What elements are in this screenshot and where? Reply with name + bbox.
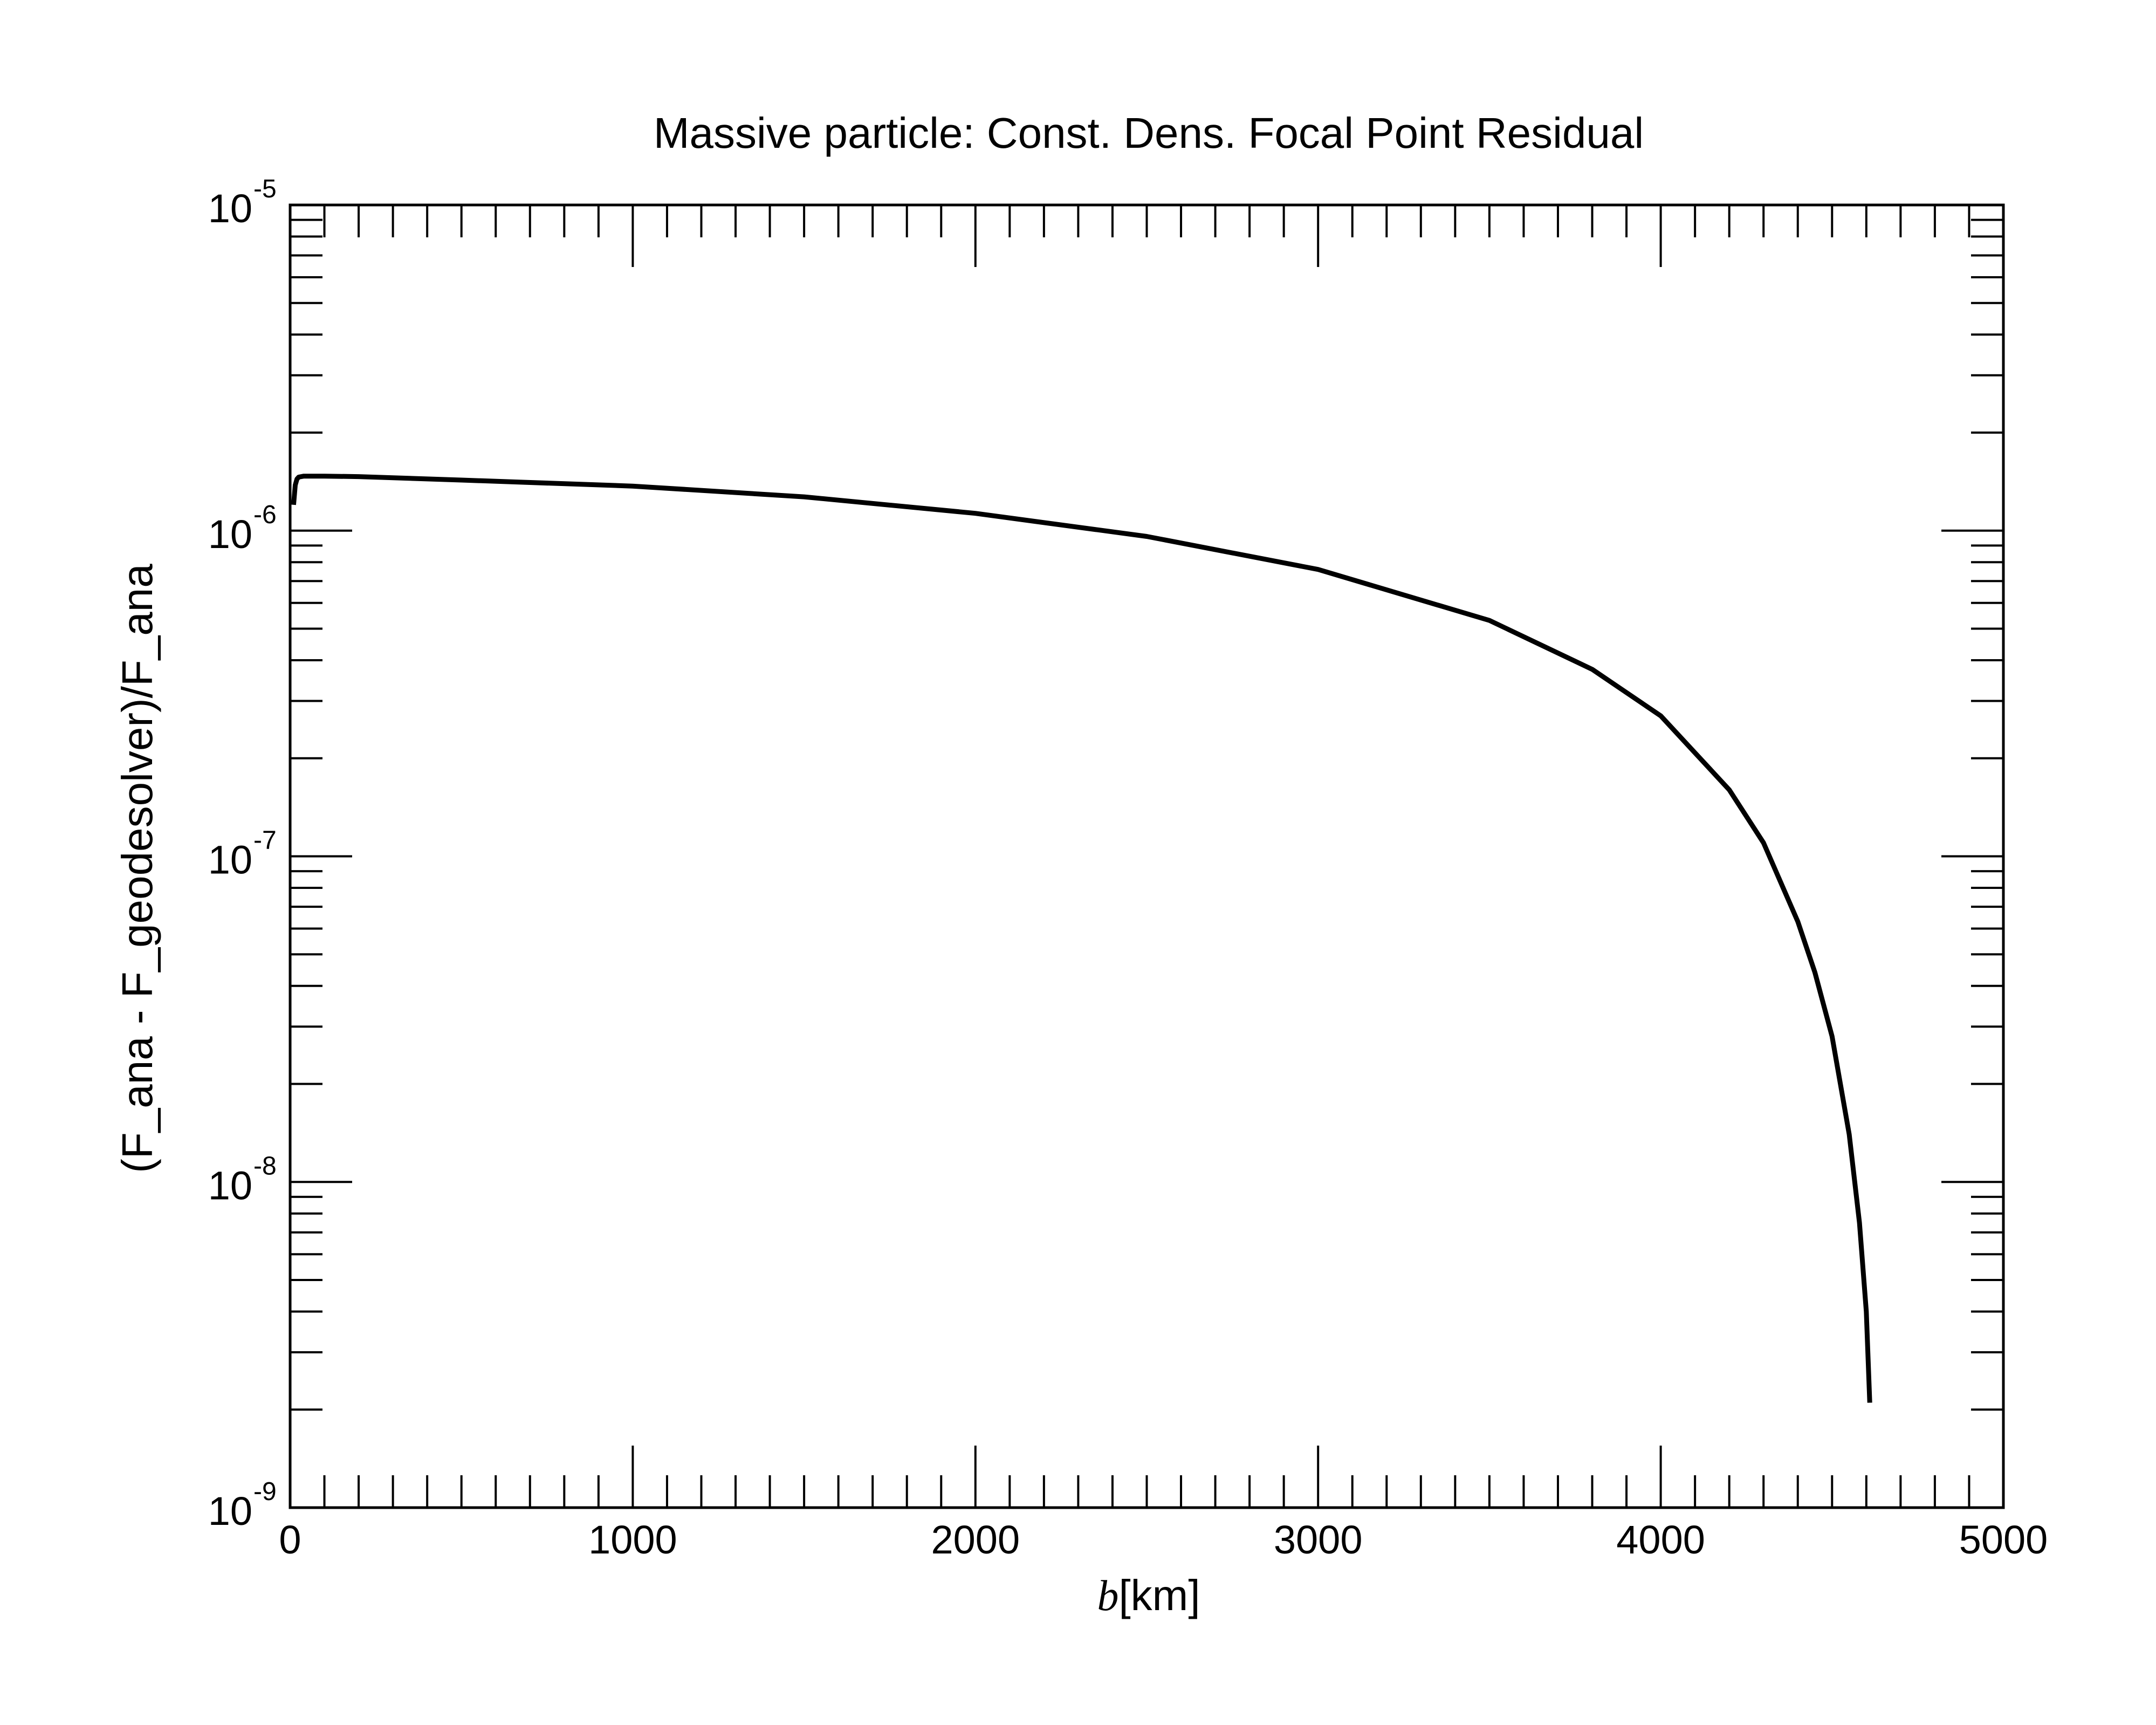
y-axis-title: (F_ana - F_geodesolver)/F_ana — [113, 564, 161, 1173]
x-tick-label: 3000 — [1274, 1517, 1363, 1562]
y-tick-label-exponent: -6 — [253, 501, 277, 529]
x-tick-label: 2000 — [931, 1517, 1020, 1562]
y-tick-label-base: 10 — [208, 1489, 252, 1534]
y-tick-label-base: 10 — [208, 186, 252, 231]
series-line — [291, 474, 1872, 1403]
y-tick-label-exponent: -7 — [253, 826, 277, 855]
y-tick-label-exponent: -8 — [253, 1152, 277, 1180]
x-axis-unit: [km] — [1118, 1571, 1200, 1619]
plot-frame — [289, 203, 2005, 1509]
ticks-group — [289, 204, 2004, 1509]
y-tick-label-base: 10 — [208, 838, 252, 882]
y-tick-label-exponent: -5 — [253, 175, 277, 203]
y-tick-labels: 10-910-810-710-610-5 — [208, 175, 277, 1534]
x-axis-title: b[km] — [1097, 1571, 1200, 1620]
x-tick-label: 0 — [279, 1517, 301, 1562]
x-tick-label: 1000 — [588, 1517, 677, 1562]
x-tick-labels: 0 1000 2000 3000 4000 5000 — [279, 1517, 2048, 1562]
chart-title: Massive particle: Const. Dens. Focal Poi… — [654, 109, 1644, 157]
x-axis-symbol: b — [1097, 1572, 1118, 1620]
y-tick-label-exponent: -9 — [253, 1477, 277, 1506]
y-tick-label-base: 10 — [208, 1163, 252, 1208]
x-tick-label: 4000 — [1616, 1517, 1705, 1562]
x-tick-label: 5000 — [1959, 1517, 2048, 1562]
y-tick-label-base: 10 — [208, 512, 252, 557]
